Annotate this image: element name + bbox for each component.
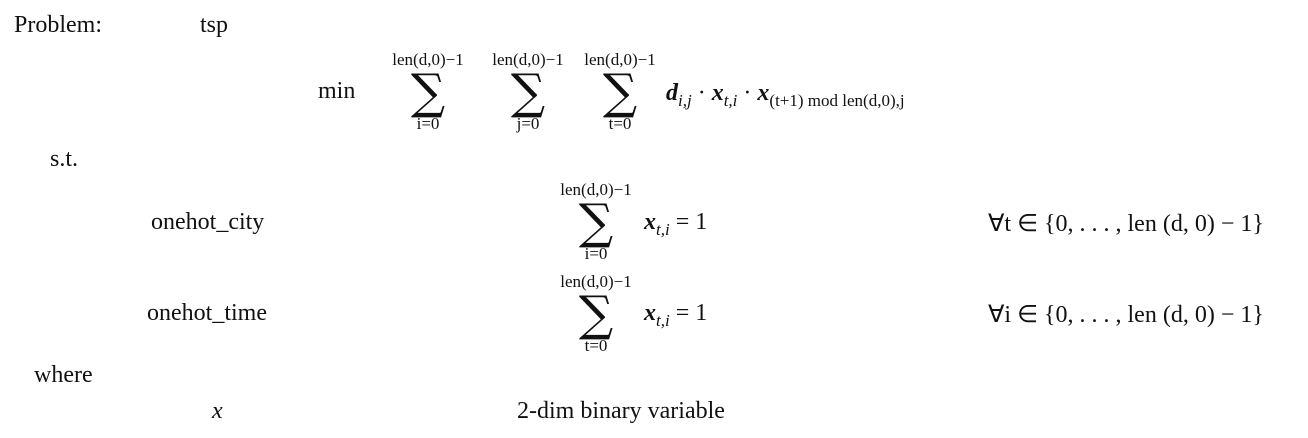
sigma-icon: ∑: [510, 64, 546, 120]
x-subscript-mod: (t+1) mod len(d,0),j: [769, 90, 905, 110]
where-label: where: [34, 362, 93, 388]
sigma-icon: ∑: [602, 64, 638, 120]
problem-name: tsp: [200, 12, 229, 38]
sum-upper: len(d,0)−1: [560, 180, 632, 199]
objective-sum-t: len(d,0)−1 ∑ t=0: [570, 50, 670, 134]
dot-operator: ·: [743, 80, 752, 106]
constraint-expression: xt,i = 1: [644, 209, 707, 240]
variable-symbol: x: [212, 398, 223, 424]
sigma-icon: ∑: [410, 64, 446, 120]
constraint-forall: ∀t ∈ {0, . . . , len (d, 0) − 1}: [988, 211, 1264, 237]
objective-term: di,j · xt,i · x(t+1) mod len(d,0),j: [666, 80, 905, 111]
sum-lower: j=0: [516, 114, 540, 133]
distance-symbol: d: [666, 80, 678, 106]
constraint-expression: xt,i = 1: [644, 300, 707, 331]
sum-upper: len(d,0)−1: [392, 50, 464, 69]
x-subscript: t,i: [656, 310, 670, 330]
constraint-sum: len(d,0)−1 ∑ t=0: [546, 272, 646, 356]
sum-upper: len(d,0)−1: [584, 50, 656, 69]
sigma-icon: ∑: [578, 286, 614, 342]
variable-description: 2-dim binary variable: [517, 398, 725, 424]
x-symbol: x: [757, 80, 770, 106]
st-label: s.t.: [50, 146, 79, 172]
x-subscript: t,i: [723, 90, 738, 110]
sum-lower: t=0: [608, 114, 632, 133]
constraint-sum: len(d,0)−1 ∑ i=0: [546, 180, 646, 264]
dot-operator: ·: [697, 80, 706, 106]
objective-sum-i: len(d,0)−1 ∑ i=0: [378, 50, 478, 134]
sum-lower: t=0: [584, 336, 608, 355]
sum-lower: i=0: [416, 114, 440, 133]
sum-lower: i=0: [584, 244, 608, 263]
constraint-forall: ∀i ∈ {0, . . . , len (d, 0) − 1}: [988, 302, 1264, 328]
objective-sum-j: len(d,0)−1 ∑ j=0: [478, 50, 578, 134]
x-symbol: x: [644, 300, 656, 326]
sum-upper: len(d,0)−1: [560, 272, 632, 291]
constraint-name: onehot_time: [147, 300, 267, 326]
objective-sense: min: [318, 78, 356, 104]
problem-label: Problem:: [14, 12, 102, 38]
x-symbol: x: [644, 209, 656, 235]
sigma-icon: ∑: [578, 194, 614, 250]
x-subscript: t,i: [656, 219, 670, 239]
constraint-rhs: = 1: [675, 209, 708, 235]
x-symbol: x: [711, 80, 724, 106]
constraint-name: onehot_city: [151, 209, 265, 235]
constraint-rhs: = 1: [675, 300, 708, 326]
sum-upper: len(d,0)−1: [492, 50, 564, 69]
distance-subscript: i,j: [678, 90, 692, 110]
